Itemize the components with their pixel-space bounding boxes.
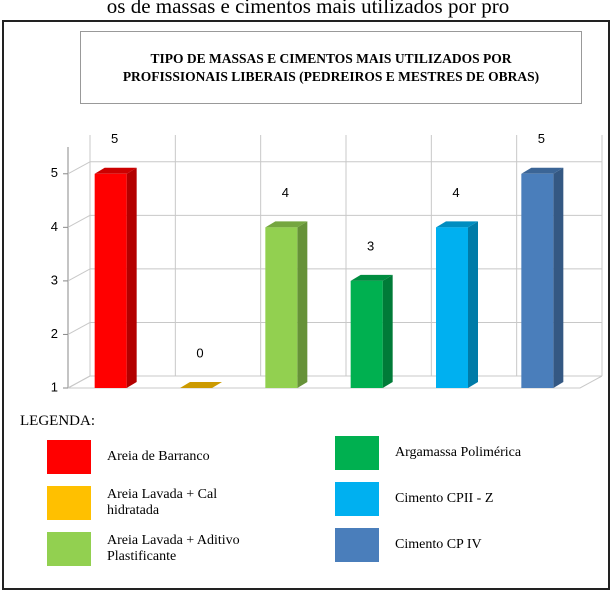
legend-label: Cimento CP IV: [395, 537, 482, 552]
bar-top: [350, 274, 393, 281]
legend-swatch: [47, 486, 91, 520]
grid-line: [67, 375, 91, 389]
bar: [94, 167, 137, 388]
y-tick-label: 4: [51, 219, 58, 234]
bar-top: [265, 221, 308, 228]
legend-item: Cimento CPII - Z: [335, 482, 565, 516]
bar: [521, 167, 564, 388]
chart-title: TIPO DE MASSAS E CIMENTOS MAIS UTILIZADO…: [80, 31, 582, 104]
grid-line: [67, 322, 91, 335]
bar-side: [468, 221, 478, 388]
y-tick-label: 1: [51, 379, 58, 394]
bar-side: [126, 167, 137, 388]
value-label: 4: [282, 185, 289, 200]
legend-label: Areia de Barranco: [107, 449, 210, 464]
bar-front: [265, 227, 298, 388]
bar-front: [521, 173, 554, 388]
bar-top: [521, 167, 564, 174]
bar: [350, 274, 393, 388]
grid-line: [67, 268, 91, 282]
bar-side: [382, 274, 393, 388]
grid-line: [67, 214, 91, 228]
y-tick-label: 2: [51, 326, 58, 341]
legend-item: Areia Lavada + Aditivo Plastificante: [47, 532, 277, 566]
bar-front: [436, 227, 468, 388]
legend-swatch: [335, 436, 379, 470]
legend-item: Areia de Barranco: [47, 440, 277, 474]
legend-swatch: [47, 440, 91, 474]
value-label: 0: [196, 345, 203, 360]
bar-front: [94, 173, 127, 388]
legend-item: Argamassa Polimérica: [335, 436, 565, 470]
caption: os de massas e cimentos mais utilizados …: [106, 0, 510, 18]
legend-label: Areia Lavada + Aditivo Plastificante: [107, 533, 240, 564]
bar: [436, 221, 478, 388]
bar-side: [297, 221, 308, 388]
value-label: 3: [367, 238, 374, 253]
legend-swatch: [335, 528, 379, 562]
value-label: 5: [111, 131, 118, 146]
legend-label: Cimento CPII - Z: [395, 491, 494, 506]
y-tick-label: 3: [51, 272, 58, 287]
bar-top: [436, 221, 478, 228]
legend-item: Areia Lavada + Cal hidratada: [47, 486, 277, 520]
bar-top: [94, 167, 137, 174]
legend-title: LEGENDA:: [20, 413, 95, 429]
bar-top: [180, 382, 222, 388]
value-label: 5: [538, 131, 545, 146]
legend-label: Areia Lavada + Cal hidratada: [107, 487, 218, 518]
bar: [265, 221, 308, 388]
legend-item: Cimento CP IV: [335, 528, 565, 562]
grid-line: [67, 161, 91, 175]
y-tick-label: 5: [51, 165, 58, 180]
value-label: 4: [452, 185, 459, 200]
legend-label: Argamassa Polimérica: [395, 445, 522, 460]
bar-front: [350, 280, 383, 388]
legend-swatch: [335, 482, 379, 516]
bar: [180, 382, 222, 388]
legend-swatch: [47, 532, 91, 566]
bar-side: [553, 167, 564, 388]
